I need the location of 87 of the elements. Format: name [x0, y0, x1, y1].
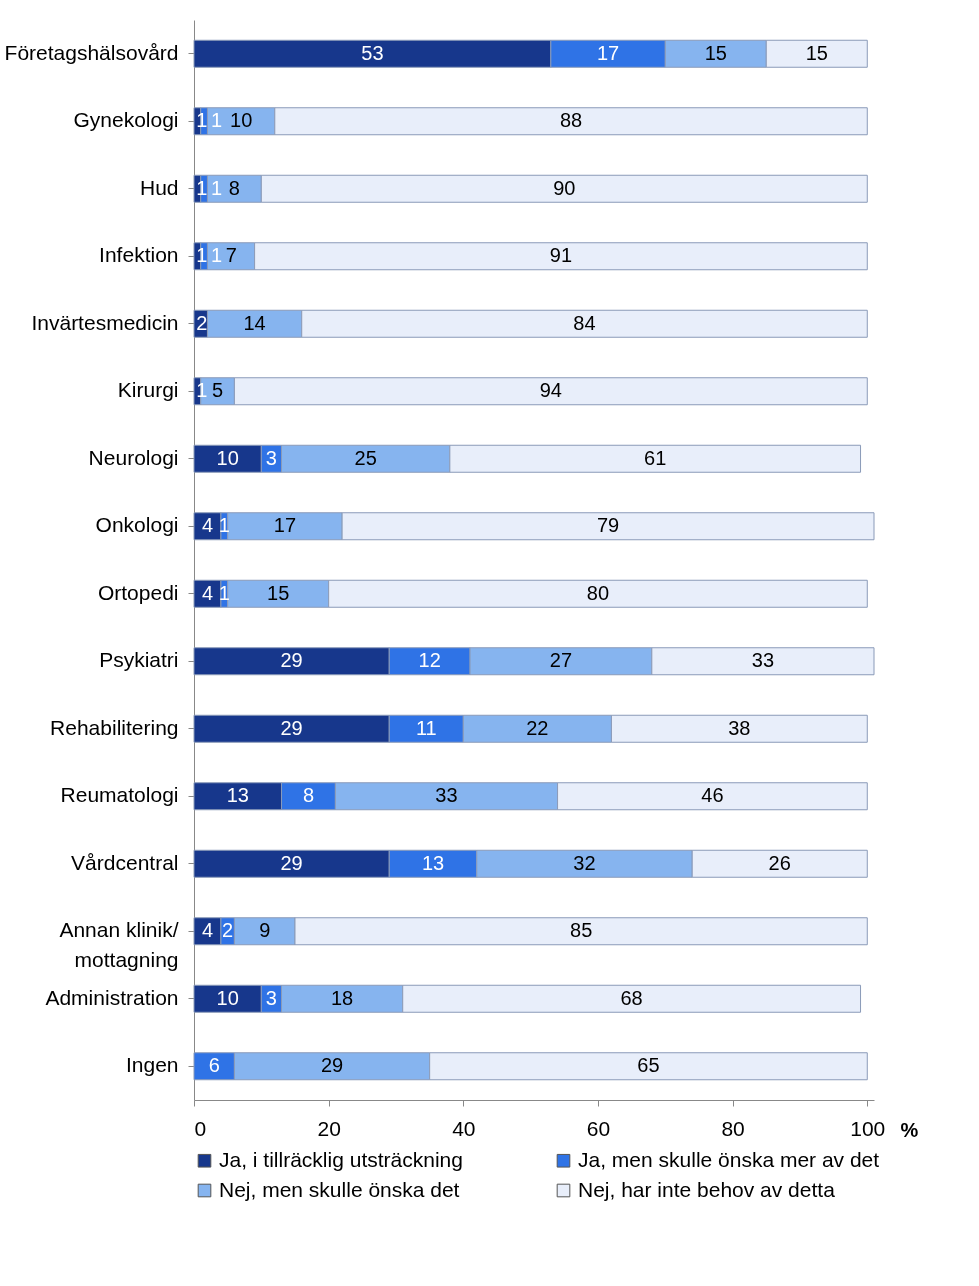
legend-label: Ja, i tillräcklig utsträckning — [219, 1147, 463, 1171]
data-label: 1 — [210, 176, 223, 199]
data-label: 53 — [361, 41, 384, 64]
data-label: 13 — [421, 851, 445, 874]
data-label: 11 — [415, 716, 437, 739]
data-label: 4 — [201, 581, 214, 604]
data-label: 15 — [267, 581, 290, 604]
data-label: 29 — [280, 716, 303, 739]
data-label: 26 — [768, 851, 791, 874]
data-label: 25 — [354, 446, 377, 469]
x-tick-label: 100 — [850, 1116, 886, 1140]
data-label: 13 — [226, 784, 249, 807]
data-label: 22 — [526, 716, 549, 739]
data-label: 1 — [210, 109, 223, 132]
y-tick-label: Annan klinik/ mottagning — [59, 918, 179, 972]
data-label: 61 — [644, 446, 667, 469]
x-tick-label: 20 — [317, 1116, 341, 1140]
y-tick-label: Företagshälsovård — [4, 40, 179, 64]
legend-label: Nej, men skulle önska det — [219, 1177, 460, 1201]
data-label: 2 — [222, 919, 234, 942]
data-label: 3 — [265, 986, 277, 1009]
y-tick-label: Reumatologi — [60, 783, 179, 807]
data-label: 46 — [701, 784, 724, 807]
y-tick-label: Hud — [139, 175, 179, 199]
data-label: 8 — [302, 784, 315, 807]
y-tick-label: Administration — [45, 985, 179, 1009]
data-label: 1 — [218, 514, 230, 537]
y-tick-label: Invärtesmedicin — [31, 310, 179, 334]
data-label: 94 — [539, 379, 562, 402]
data-label: 4 — [201, 919, 214, 942]
y-tick-label: Ortopedi — [97, 580, 179, 604]
data-label: 1 — [196, 244, 208, 267]
x-axis-title: % — [900, 1118, 919, 1141]
y-tick-label: Gynekologi — [73, 108, 179, 132]
data-label: 7 — [225, 244, 237, 267]
data-label: 17 — [273, 514, 297, 537]
x-tick-label: 40 — [452, 1116, 476, 1140]
data-label: 1 — [196, 176, 208, 199]
data-label: 15 — [805, 41, 828, 64]
data-label: 80 — [586, 581, 610, 604]
data-label: 1 — [218, 581, 230, 604]
data-label: 32 — [573, 851, 596, 874]
data-label: 5 — [212, 379, 224, 402]
data-label: 33 — [751, 649, 775, 672]
x-tick-label: 80 — [721, 1116, 745, 1140]
data-label: 10 — [230, 109, 253, 132]
data-label: 29 — [320, 1054, 344, 1077]
data-label: 29 — [280, 851, 303, 874]
data-label: 68 — [620, 986, 643, 1009]
data-label: 18 — [330, 986, 354, 1009]
x-tick-label: 60 — [586, 1116, 611, 1140]
data-label: 14 — [243, 311, 266, 334]
y-tick-label: Onkologi — [95, 513, 179, 537]
y-tick-label: Neurologi — [88, 445, 179, 469]
data-label: 1 — [210, 244, 223, 267]
data-label: 91 — [549, 244, 573, 267]
y-tick-label: Ingen — [125, 1053, 179, 1077]
data-label: 9 — [259, 919, 271, 942]
data-label: 85 — [570, 919, 593, 942]
y-tick-label: Infektion — [99, 243, 179, 267]
y-tick-label: Psykiatri — [99, 648, 179, 672]
data-label: 33 — [435, 784, 458, 807]
data-label: 65 — [637, 1054, 660, 1077]
data-label: 1 — [196, 109, 208, 132]
data-label: 29 — [280, 649, 303, 672]
data-label: 79 — [596, 514, 620, 537]
data-label: 10 — [216, 446, 239, 469]
data-label: 8 — [228, 176, 240, 199]
y-tick-label: Kirurgi — [117, 378, 179, 402]
data-label: 2 — [196, 311, 208, 334]
y-tick-label: Rehabilitering — [50, 715, 179, 739]
data-label: 88 — [559, 109, 583, 132]
data-label: 84 — [573, 311, 596, 334]
data-label: 6 — [208, 1054, 220, 1077]
x-tick-label: 0 — [194, 1116, 207, 1140]
data-label: 3 — [265, 446, 277, 469]
data-label: 27 — [549, 649, 573, 672]
legend-label: Ja, men skulle önska mer av det — [578, 1147, 880, 1171]
data-label: 17 — [596, 41, 620, 64]
data-label: 12 — [418, 649, 441, 672]
y-tick-label: Vårdcentral — [71, 850, 179, 874]
data-label: 10 — [216, 986, 239, 1009]
data-label: 15 — [704, 41, 727, 64]
data-label: 4 — [201, 514, 214, 537]
data-label: 38 — [728, 716, 751, 739]
data-label: 90 — [553, 176, 576, 199]
legend-label: Nej, har inte behov av detta — [578, 1177, 836, 1201]
